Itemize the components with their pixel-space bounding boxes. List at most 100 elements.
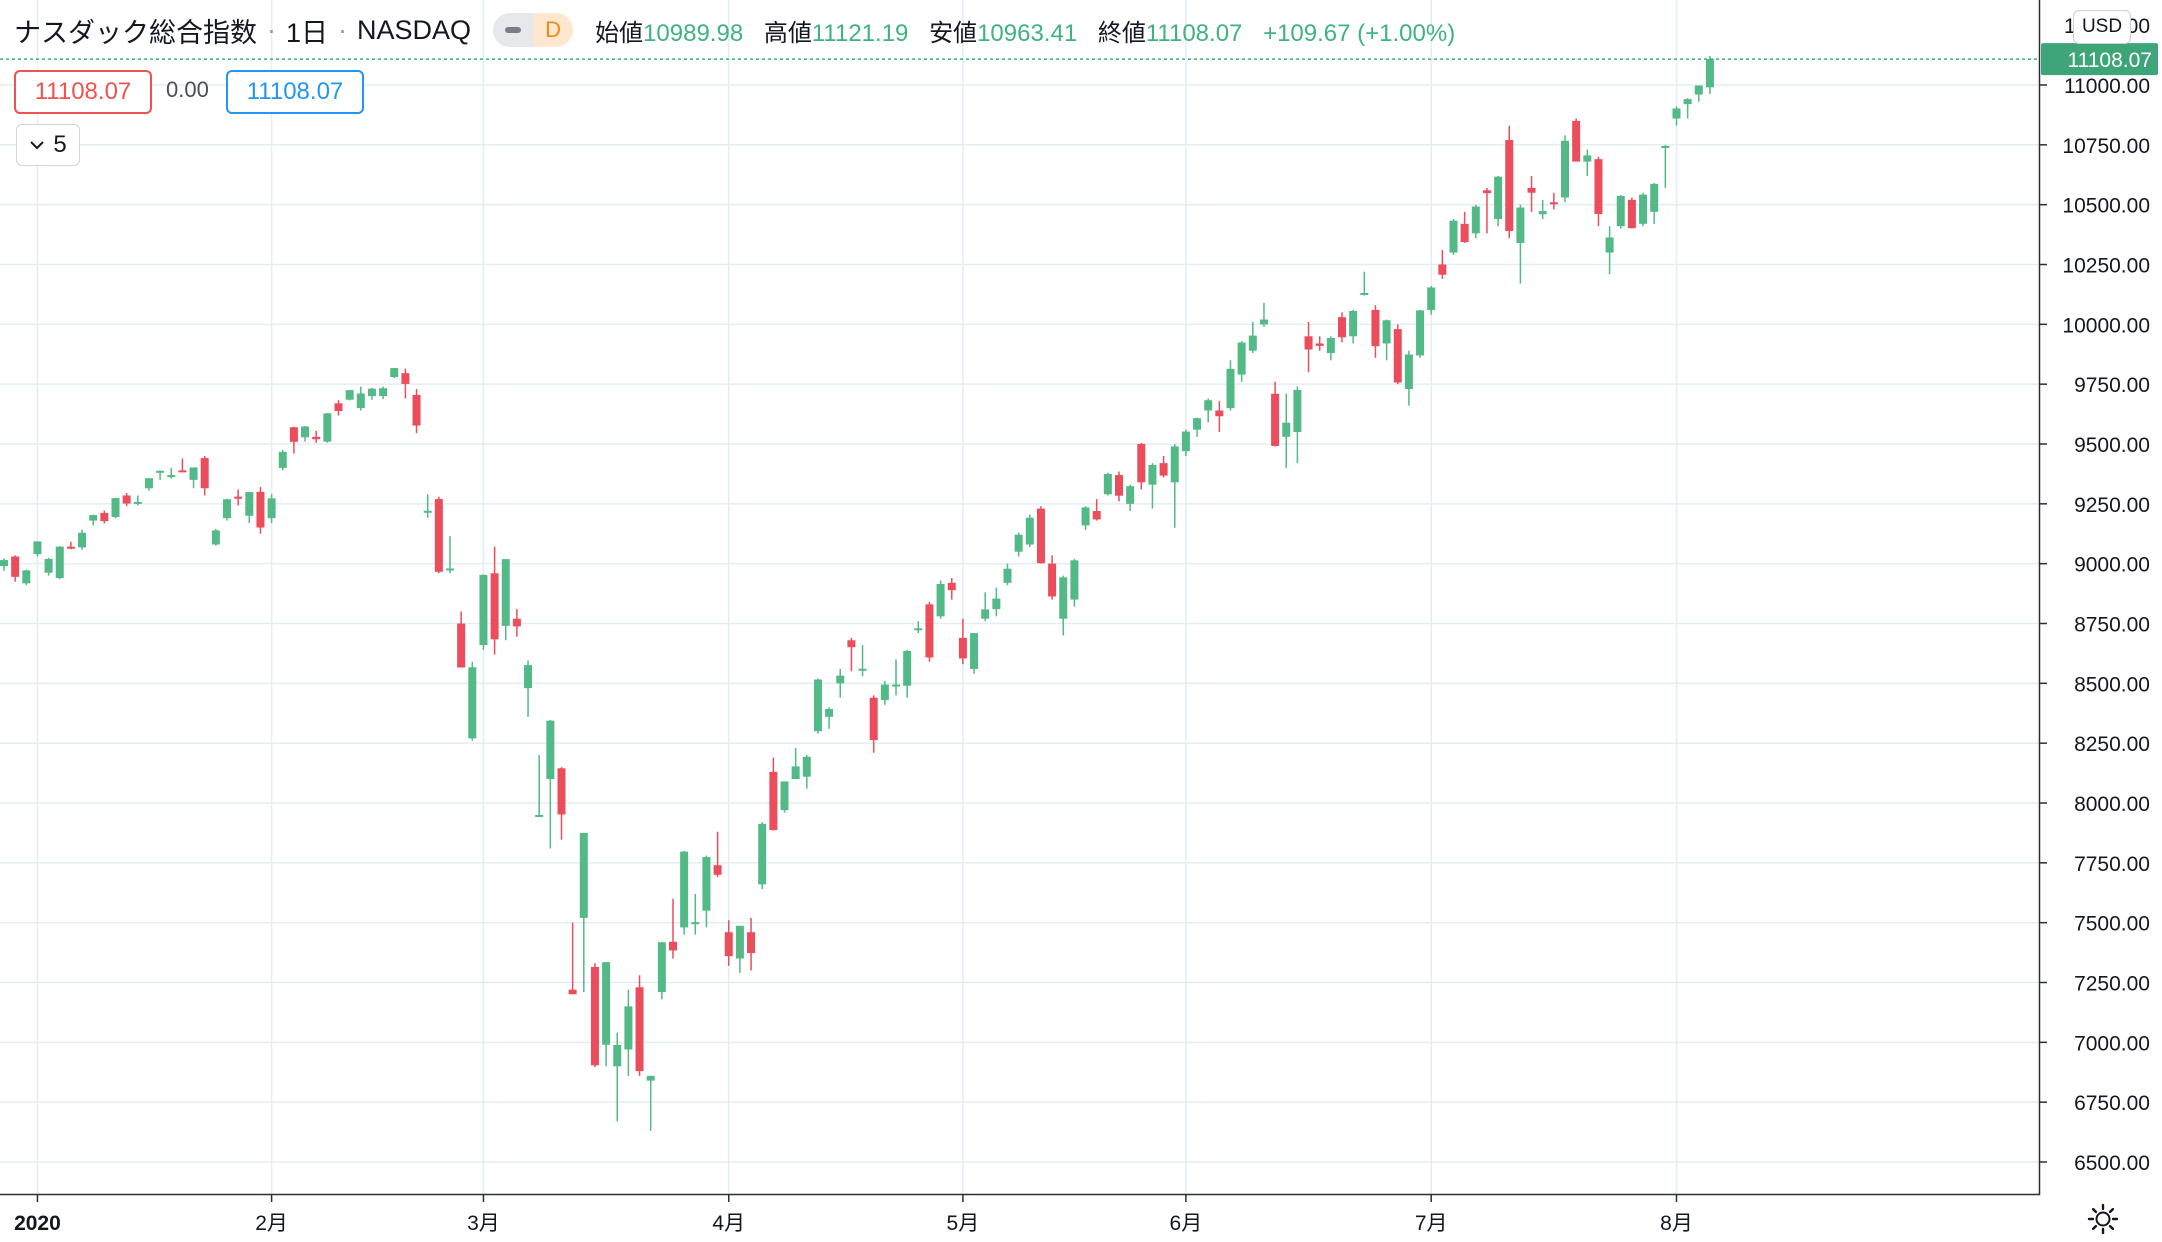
- candle: [501, 559, 510, 641]
- candle-body: [1003, 568, 1012, 583]
- x-tick-label: 2020: [14, 1212, 61, 1235]
- candle-body: [78, 532, 87, 548]
- candle-body: [446, 568, 454, 571]
- candle-body: [11, 556, 20, 577]
- candle-body: [769, 771, 778, 831]
- time-axis[interactable]: 2020 2月 3月 4月 5月 6月 7月 8月: [14, 1194, 1693, 1235]
- candle: [1215, 400, 1224, 433]
- candle-body: [0, 560, 8, 567]
- candle: [847, 637, 856, 672]
- candle: [1449, 219, 1458, 255]
- candle-body: [211, 530, 220, 545]
- open-value: 10989.98: [643, 19, 744, 47]
- toggle-d-badge[interactable]: D: [533, 13, 574, 47]
- candle: [278, 449, 287, 471]
- x-tick-label: 7月: [1415, 1212, 1448, 1235]
- candle: [1382, 319, 1391, 361]
- candle: [958, 618, 967, 665]
- candle: [1338, 312, 1346, 343]
- candle: [1549, 192, 1558, 210]
- candle: [289, 426, 298, 454]
- candle-body: [423, 510, 432, 513]
- interval-label[interactable]: 1日: [286, 17, 329, 48]
- candle: [892, 659, 900, 696]
- price-axis[interactable]: 6500.00 6750.00 7000.00 7250.00 7500.00 7750.…: [2039, 15, 2150, 1175]
- buy-button[interactable]: 11108.07: [226, 70, 364, 114]
- candle-body: [301, 426, 310, 438]
- candle-body: [1471, 206, 1480, 234]
- candle-body: [713, 865, 722, 875]
- indicators-collapse-button[interactable]: 5: [16, 124, 80, 166]
- candle-body: [646, 1075, 655, 1081]
- candle: [490, 546, 499, 655]
- settings-icon[interactable]: [2086, 1202, 2120, 1236]
- candle-body: [1103, 473, 1112, 495]
- sell-button[interactable]: 11108.07: [14, 70, 152, 114]
- candle-body: [334, 403, 343, 411]
- y-tick-label: 7750.00: [2074, 853, 2150, 876]
- candle: [880, 680, 889, 705]
- x-tick-label: 8月: [1660, 1212, 1693, 1235]
- candle-body: [44, 558, 53, 573]
- candle: [780, 781, 789, 813]
- candle: [1159, 455, 1168, 478]
- candle: [0, 558, 8, 571]
- candles: [0, 56, 1714, 1131]
- market-toggle[interactable]: D: [493, 13, 574, 47]
- candle-body: [1070, 560, 1079, 600]
- candle: [178, 458, 187, 473]
- candle: [401, 368, 410, 399]
- candle-body: [1137, 444, 1146, 483]
- candle-body: [1561, 140, 1569, 198]
- candle: [122, 493, 131, 507]
- candle-body: [167, 475, 176, 478]
- candle-body: [1159, 463, 1168, 476]
- candle-body: [546, 720, 555, 780]
- candle: [1148, 463, 1157, 509]
- candle: [1315, 336, 1324, 351]
- candle-body: [1583, 155, 1592, 162]
- candle: [223, 498, 231, 521]
- symbol-name[interactable]: ナスダック総合指数: [14, 17, 257, 48]
- candle-body: [1048, 563, 1057, 597]
- currency-button[interactable]: USD: [2073, 10, 2131, 44]
- last-price-label: 11108.07: [2041, 43, 2158, 76]
- candle: [579, 832, 588, 993]
- toggle-bar-icon[interactable]: [493, 13, 534, 47]
- candle-body: [1672, 108, 1681, 119]
- candle-body: [1393, 329, 1402, 383]
- candle: [947, 578, 956, 600]
- candle: [1036, 506, 1045, 564]
- candle-body: [1282, 422, 1291, 437]
- candle-body: [1639, 194, 1648, 224]
- candle-body: [602, 962, 611, 1045]
- candle-body: [825, 708, 834, 717]
- candle-body: [390, 368, 399, 377]
- candle: [535, 755, 544, 817]
- candle: [1404, 350, 1413, 406]
- header-separator: ·: [267, 14, 276, 45]
- candle: [1661, 144, 1670, 188]
- candle: [825, 707, 834, 729]
- candle: [524, 660, 533, 717]
- low-value: 10963.41: [977, 19, 1078, 47]
- candle-body: [289, 427, 298, 442]
- candle: [1014, 532, 1023, 557]
- candle-body: [958, 637, 967, 659]
- candle-body: [1181, 431, 1190, 452]
- candle: [1360, 271, 1369, 296]
- candle-body: [133, 501, 142, 504]
- candle-body: [1148, 465, 1157, 485]
- candle: [1326, 336, 1335, 361]
- candle: [1081, 506, 1090, 531]
- y-tick-label: 8250.00: [2074, 733, 2150, 756]
- candle-body: [1059, 577, 1068, 619]
- candle: [434, 496, 443, 574]
- candle-body: [1404, 354, 1413, 389]
- candle: [836, 668, 845, 698]
- candle-body: [312, 436, 321, 440]
- candle-body: [144, 478, 153, 489]
- candle-body: [501, 559, 510, 626]
- candle-body: [401, 373, 410, 384]
